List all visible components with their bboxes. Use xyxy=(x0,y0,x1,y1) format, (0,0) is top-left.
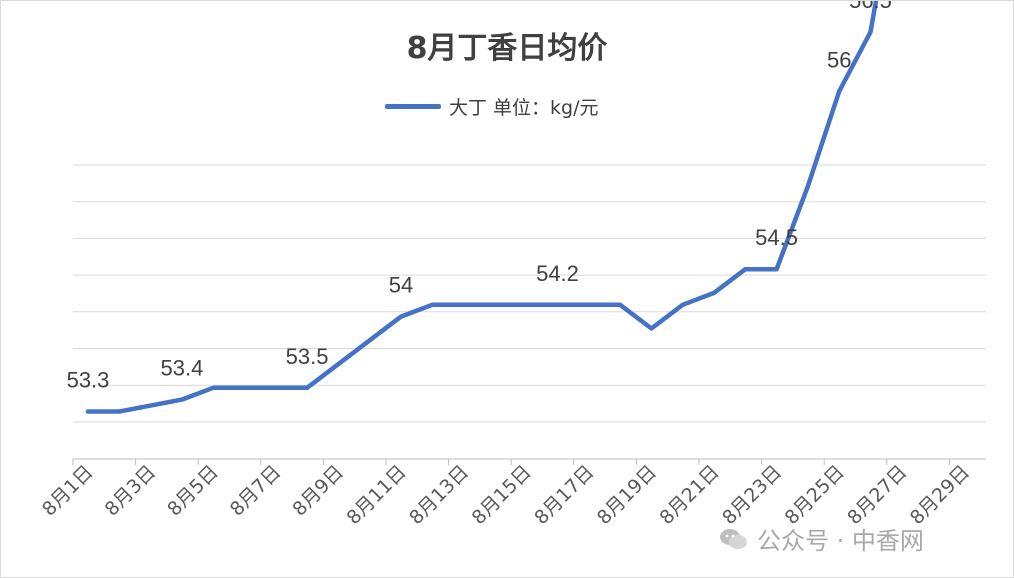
wechat-icon xyxy=(719,527,749,551)
legend-swatch xyxy=(385,104,441,109)
x-tick-label: 8月9日 xyxy=(288,461,348,521)
legend: 大丁 单位：kg/元 xyxy=(385,93,599,120)
data-label: 54.2 xyxy=(536,261,579,286)
x-tick-label: 8月15日 xyxy=(468,461,536,529)
chart-title: 8月丁香日均价 xyxy=(406,31,608,66)
x-tick-label: 8月21日 xyxy=(655,461,723,529)
series-line xyxy=(85,1,879,414)
x-tick-label: 8月7日 xyxy=(226,461,286,521)
watermark-text: 公众号 · 中香网 xyxy=(757,527,924,555)
legend-label: 大丁 单位：kg/元 xyxy=(449,97,599,119)
data-label: 53.3 xyxy=(67,368,110,393)
x-tick-label: 8月3日 xyxy=(101,461,161,521)
data-label: 56 xyxy=(827,47,851,72)
data-label: 56.5 xyxy=(849,1,892,13)
data-label: 54.5 xyxy=(755,225,798,250)
data-label: 53.5 xyxy=(286,344,329,369)
watermark: 公众号 · 中香网 xyxy=(719,521,924,556)
x-tick-label: 8月13日 xyxy=(405,461,473,529)
x-tick-label: 8月17日 xyxy=(530,461,598,529)
data-label: 53.4 xyxy=(160,356,203,381)
x-tick-label: 8月25日 xyxy=(781,461,849,529)
x-tick-label: 8月27日 xyxy=(843,461,911,529)
x-tick-label: 8月5日 xyxy=(163,461,223,521)
x-tick-label: 8月1日 xyxy=(38,461,98,521)
x-tick-label: 8月19日 xyxy=(593,461,661,529)
x-tick-label: 8月29日 xyxy=(906,461,974,529)
x-tick-label: 8月11日 xyxy=(342,461,410,529)
x-tick-label: 8月23日 xyxy=(718,461,786,529)
data-label: 54 xyxy=(389,273,413,298)
